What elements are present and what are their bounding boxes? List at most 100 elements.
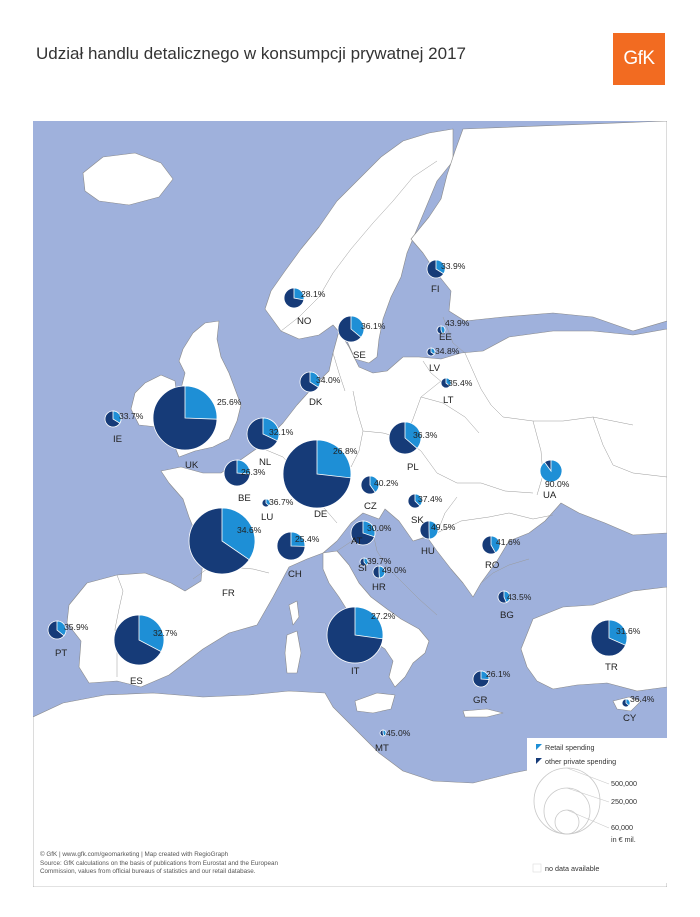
pie-lv[interactable]: 34.8% LV [426,346,460,374]
share-label: 27.2% [371,611,396,621]
no-data-swatch [532,863,542,873]
country-code-label: DE [314,509,327,520]
country-code-label: TR [605,662,618,673]
share-label: 26.8% [333,446,358,456]
share-label: 33.9% [441,261,466,271]
retail-swatch-icon [536,744,542,750]
pie-retail-slice [138,614,165,653]
legend-size-250k: 250,000 [611,797,637,806]
pie-lt[interactable]: 35.4% LT [440,377,473,406]
footer-line-1[interactable]: © GfK | www.gfk.com/geomarketing | Map c… [40,851,229,858]
country-code-label: FR [222,588,235,599]
country-code-label: HR [372,582,386,593]
share-label: 43.5% [507,592,532,602]
pie-retail-slice [480,670,490,680]
pie-pt[interactable]: 35.9% PT [47,620,89,659]
pie-ch[interactable]: 25.4% CH [276,531,320,580]
legend-other-label: other private spending [545,757,616,766]
pie-hu[interactable]: 49.5% HU [419,520,456,557]
pie-bg[interactable]: 43.5% BG [497,590,532,621]
pie-hr[interactable]: 49.0% HR [372,565,407,593]
pie-gr[interactable]: 26.1% GR [472,669,511,706]
footer-line-2: Source: GfK calculations on the basis of… [40,859,279,867]
pie-retail-slice [414,493,423,507]
share-label: 49.0% [382,565,407,575]
country-code-label: MT [375,743,389,754]
pie-fi[interactable]: 33.9% FI [426,259,466,295]
pie-at[interactable]: 30.0% AT [350,520,392,547]
country-code-label: SI [358,563,367,574]
country-code-label: CH [288,569,302,580]
pie-retail-slice [221,507,256,561]
legend-retail-label: Retail spending [545,743,595,752]
legend-size-60k: 60,000 [611,823,633,832]
pie-retail-slice [490,535,501,554]
land-continent [66,328,667,688]
country-code-label: RO [485,560,499,571]
country-code-label: ES [130,676,143,687]
pie-dk[interactable]: 34.0% DK [299,371,341,408]
pie-nl[interactable]: 32.1% NL [246,417,294,468]
pie-retail-slice [440,325,446,335]
pie-tr[interactable]: 31.6% TR [590,619,641,673]
land-iceland [82,152,174,206]
share-label: 49.5% [431,522,456,532]
pie-mt[interactable]: 45.0% MT [375,728,411,754]
country-code-label: UK [185,460,199,471]
pie-retail-slice [184,385,218,420]
gfk-logo: GfK [613,33,665,85]
share-label: 36.1% [361,321,386,331]
pie-ee[interactable]: 43.9% EE [436,318,470,343]
share-label: 35.9% [64,622,89,632]
share-label: 45.0% [386,728,411,738]
pie-de[interactable]: 26.8% DE [282,439,358,520]
pie-retail-slice [608,619,628,646]
country-code-label: IE [113,434,122,445]
legend-no-data-label: no data available [545,864,599,873]
pie-es[interactable]: 32.7% ES [113,614,178,687]
pie-retail-slice [362,520,376,538]
country-code-label: SK [411,515,424,526]
pie-retail-slice [290,531,306,547]
pie-si[interactable]: 39.7%SI [358,556,392,574]
pie-ro[interactable]: 41.6% RO [481,535,521,571]
share-label: 36.4% [630,694,655,704]
country-code-label: UA [543,490,557,501]
pie-retail-slice [430,347,436,355]
country-code-label: FI [431,284,440,295]
legend-size-500k: 500,000 [611,779,637,788]
pie-retail-slice [293,287,305,301]
share-label: 32.1% [269,427,294,437]
share-label: 32.7% [153,628,178,638]
pie-retail-slice [262,417,280,442]
footer-line-3: Commission, values from official bureaus… [40,868,256,875]
pie-sk[interactable]: 37.4% SK [407,493,443,526]
share-label: 36.7% [269,497,294,507]
pie-lu[interactable]: 36.7% LU [261,497,294,523]
country-code-label: BE [238,493,251,504]
pie-se[interactable]: 36.1% SE [337,315,386,361]
country-code-label: SE [353,350,366,361]
land-finland-russia [410,121,667,332]
country-code-label: PL [407,462,419,473]
pie-be[interactable]: 26.3% BE [223,459,266,504]
country-code-label: GR [473,695,487,706]
pie-retail-slice [236,459,251,475]
country-code-label: AT [351,536,363,547]
pie-ie[interactable]: 33.7% IE [104,410,144,445]
pie-no[interactable]: 28.1% NO [283,287,326,327]
pie-retail-slice [316,439,352,479]
share-label: 90.0% [545,479,570,489]
pie-cy[interactable]: 36.4% CY [621,694,655,724]
pie-fr[interactable]: 34.6% FR [188,507,262,599]
share-label: 25.6% [217,397,242,407]
pie-retail-slice [382,729,387,737]
pie-uk[interactable]: 25.6% UK [152,385,242,471]
pie-it[interactable]: 27.2% IT [326,606,396,677]
share-label: 28.1% [301,289,326,299]
pie-retail-slice [378,565,386,579]
pie-ua[interactable]: 90.0%UA [539,459,570,501]
europe-map[interactable]: 25.6% UK 26.8% DE 34.6% FR 27.2% IT 32.7% ES 31.6%… [33,121,667,887]
pie-pl[interactable]: 36.3% PL [388,421,438,473]
pie-cz[interactable]: 40.2% CZ [360,475,399,512]
